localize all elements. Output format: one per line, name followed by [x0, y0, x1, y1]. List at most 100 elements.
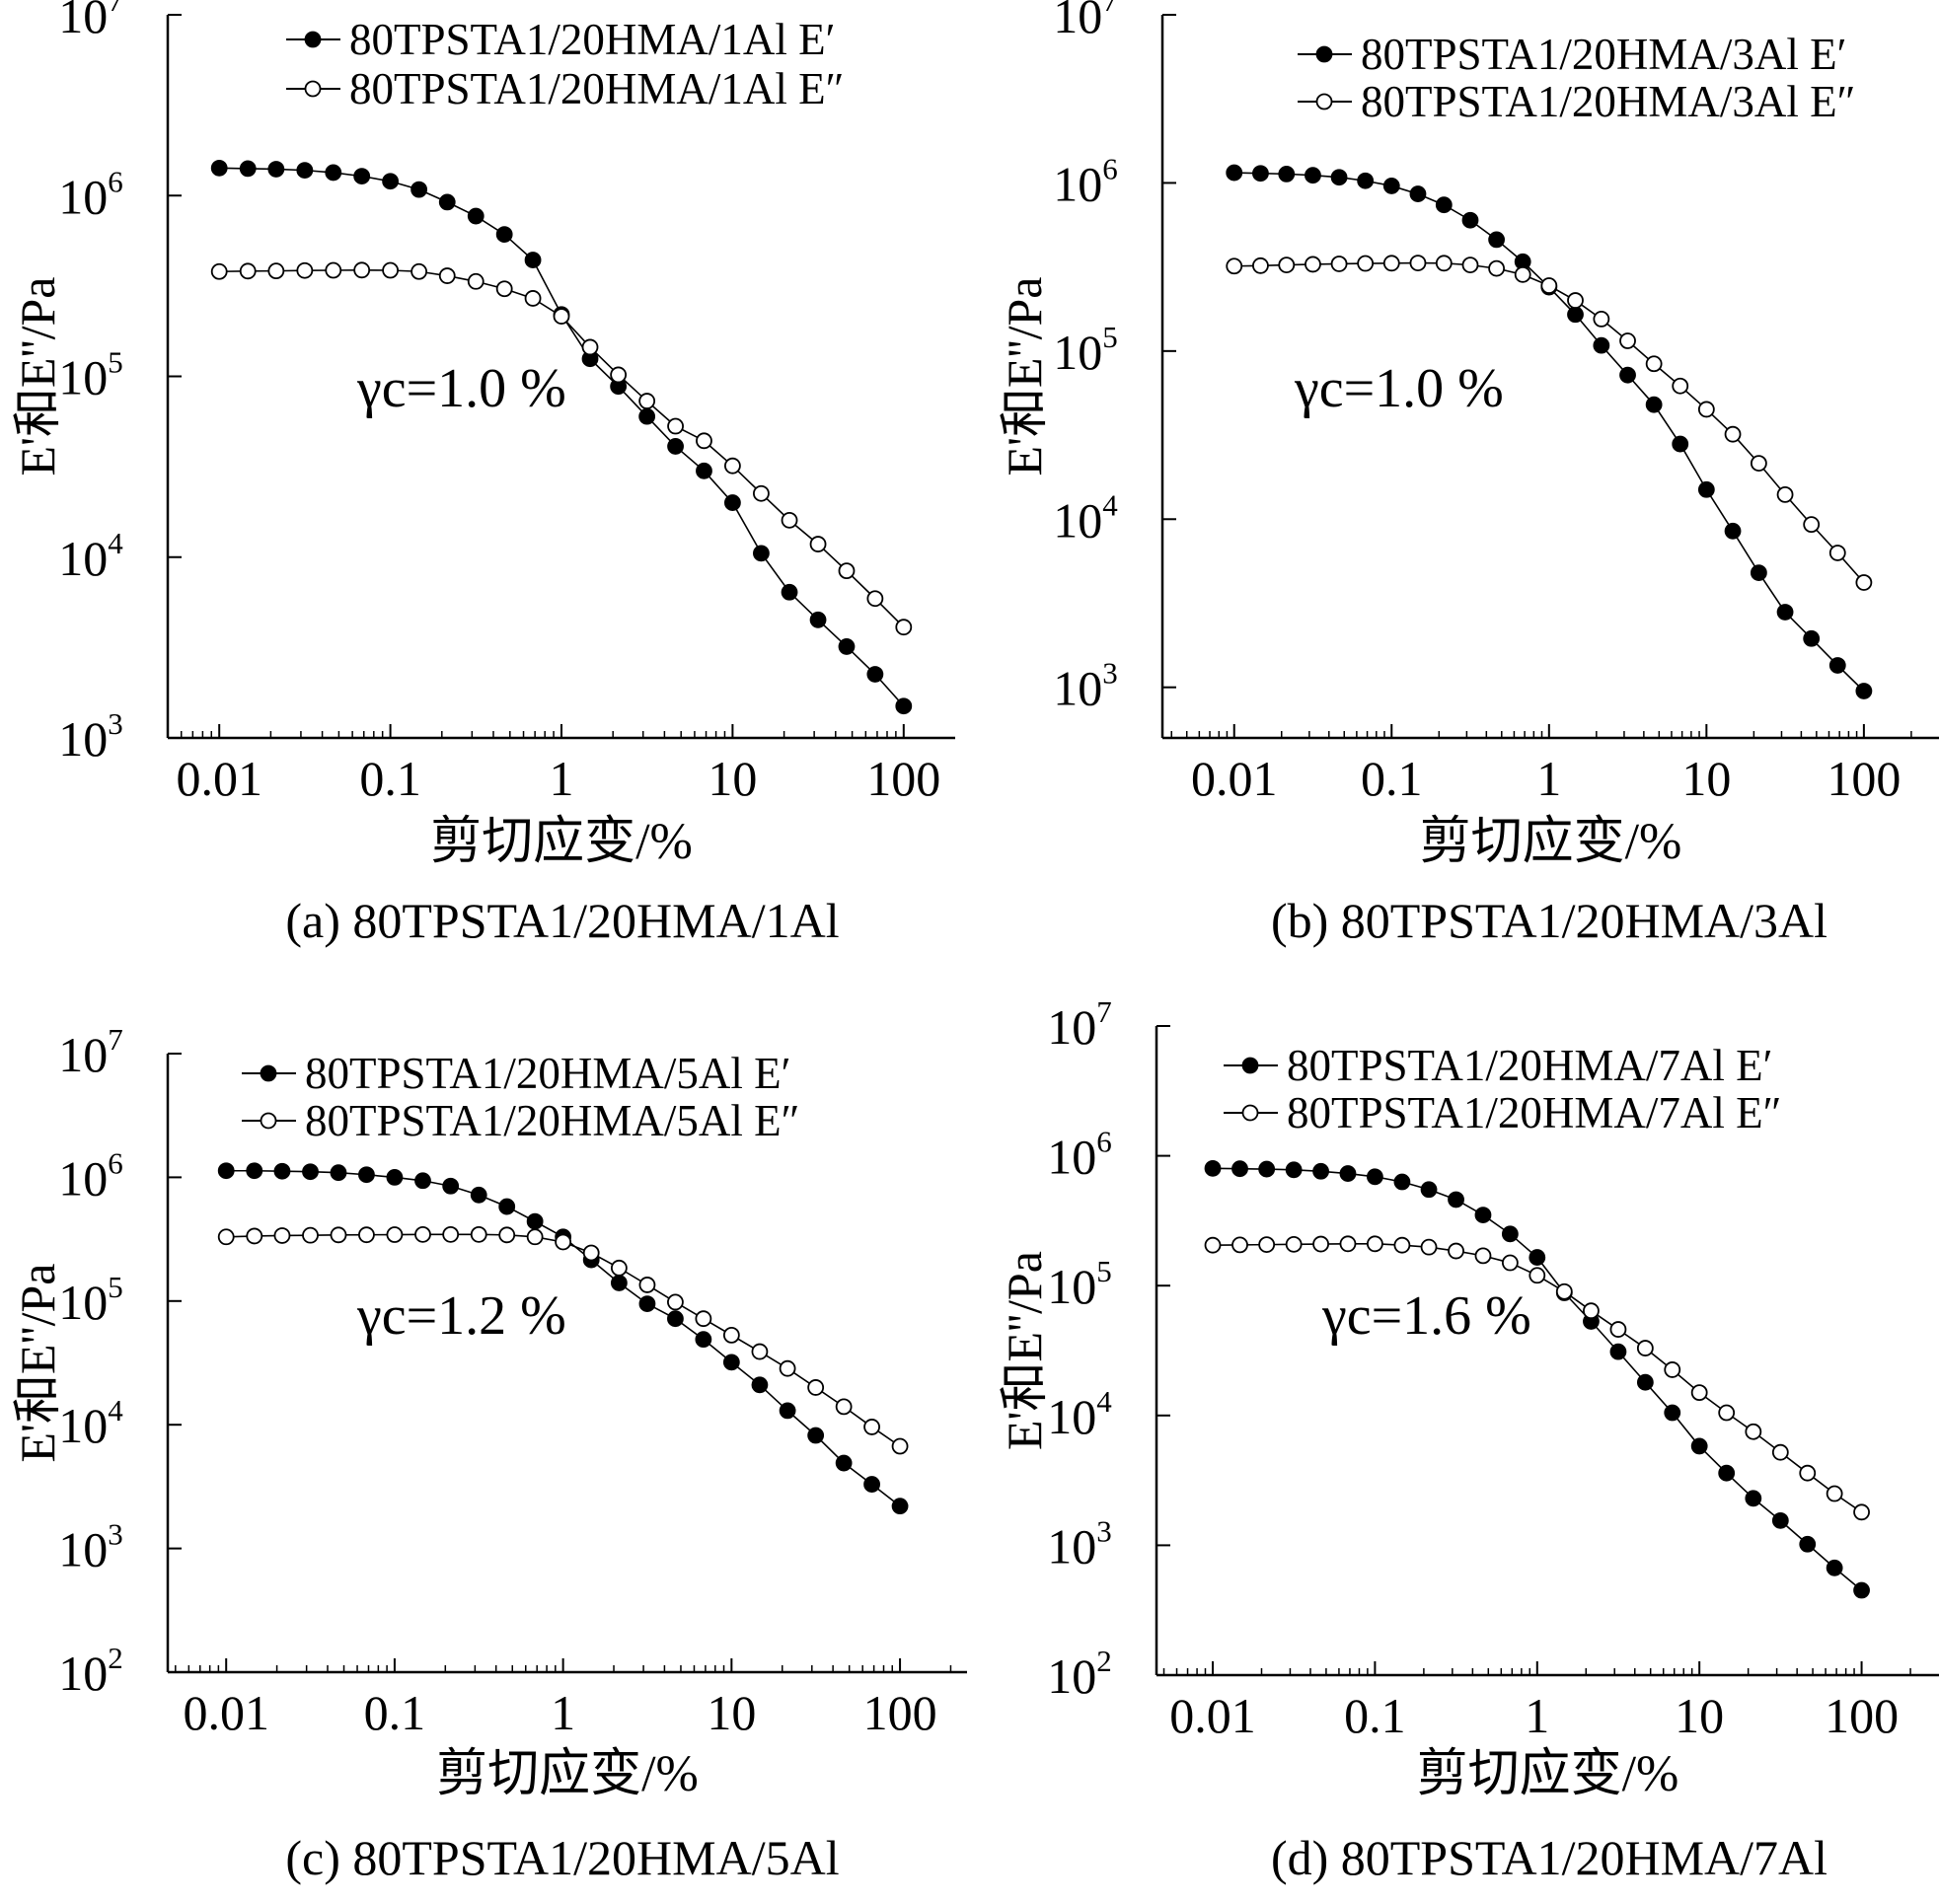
y-tick-base: 10	[58, 1522, 108, 1577]
data-point	[442, 1177, 460, 1195]
data-point	[410, 181, 428, 198]
data-point	[753, 545, 770, 562]
data-point	[1855, 574, 1873, 591]
y-tick-exponent: 4	[1096, 1384, 1112, 1419]
data-point	[1226, 257, 1243, 275]
data-point	[1448, 1191, 1464, 1208]
x-tick-label: 10	[707, 1685, 756, 1740]
series-line	[219, 167, 905, 707]
data-point	[1435, 196, 1453, 214]
series-line	[1212, 1167, 1863, 1591]
data-point	[1312, 1235, 1329, 1253]
y-tick-label: 105	[1053, 320, 1118, 380]
data-point	[1488, 259, 1506, 277]
y-tick-base: 10	[58, 350, 108, 405]
data-point	[353, 168, 371, 185]
data-point	[1226, 164, 1243, 182]
y-tick-exponent: 4	[108, 526, 123, 560]
data-point	[695, 1310, 712, 1328]
data-point	[1278, 256, 1296, 274]
y-tick-exponent: 5	[1102, 320, 1118, 354]
data-point	[638, 1295, 656, 1312]
data-point	[1853, 1503, 1870, 1521]
data-point	[1555, 1282, 1573, 1300]
legend-marker	[1315, 45, 1333, 63]
series-line	[1213, 1242, 1863, 1513]
x-tick-label: 0.01	[176, 751, 262, 806]
data-point	[1826, 1559, 1843, 1576]
y-tick-label: 106	[58, 164, 123, 224]
data-point	[696, 432, 712, 450]
data-point	[1339, 1165, 1357, 1182]
data-point	[358, 1226, 375, 1244]
data-point	[1339, 1235, 1357, 1253]
data-point	[302, 1226, 319, 1244]
data-point	[1828, 657, 1846, 674]
legend-label: 80TPSTA1/20HMA/7Al E″	[1287, 1088, 1781, 1137]
series-line	[1233, 261, 1865, 584]
data-point	[1330, 169, 1348, 186]
y-tick-label: 105	[1047, 1254, 1112, 1314]
data-point	[1529, 1267, 1546, 1284]
data-point	[1636, 1373, 1654, 1391]
panel-caption: (a) 80TPSTA1/20HMA/1Al	[285, 893, 839, 948]
data-point	[442, 1225, 460, 1243]
data-point	[1258, 1160, 1276, 1178]
data-point	[1567, 306, 1584, 324]
data-point	[414, 1172, 431, 1190]
x-tick-label: 10	[708, 751, 757, 806]
data-point	[296, 162, 314, 180]
data-point	[638, 393, 656, 409]
data-point	[524, 290, 542, 307]
data-point	[1776, 485, 1794, 503]
data-point	[891, 1498, 909, 1515]
data-point	[1697, 401, 1715, 418]
data-point	[386, 1169, 404, 1186]
data-point	[1645, 396, 1663, 413]
data-point	[809, 611, 827, 628]
data-point	[667, 417, 684, 435]
x-tick-label: 0.1	[1344, 1688, 1406, 1743]
y-tick-exponent: 3	[1102, 656, 1118, 691]
y-tick-base: 10	[58, 1646, 108, 1701]
data-point	[1619, 332, 1636, 349]
data-point	[382, 261, 399, 279]
data-point	[246, 1227, 263, 1245]
data-point	[1724, 425, 1742, 443]
data-point	[1409, 185, 1427, 202]
y-axis-label: E'和E''/Pa	[10, 1263, 65, 1462]
panel-caption: (d) 80TPSTA1/20HMA/7Al	[1271, 1830, 1827, 1885]
data-point	[722, 1354, 740, 1371]
panel-c: 0.01 0.1 1 10 100102103104105106107剪切应变/%E'和…	[10, 1022, 967, 1885]
data-point	[582, 1244, 600, 1262]
y-tick-label: 103	[58, 1517, 123, 1577]
data-point	[1609, 1321, 1627, 1338]
data-point	[273, 1227, 291, 1244]
data-point	[1461, 256, 1479, 274]
data-point	[1776, 604, 1794, 621]
y-tick-exponent: 6	[108, 1145, 123, 1180]
y-tick-exponent: 2	[1096, 1644, 1112, 1678]
data-point	[410, 262, 428, 280]
data-point	[667, 1293, 684, 1311]
x-tick-label: 1	[1536, 751, 1561, 806]
legend-label: 80TPSTA1/20HMA/3Al E′	[1361, 30, 1847, 79]
data-point	[358, 1166, 375, 1184]
data-point	[353, 261, 371, 279]
series-loss-modulus	[210, 261, 913, 636]
data-point	[267, 262, 285, 280]
data-point	[1420, 1238, 1438, 1256]
y-tick-exponent: 6	[108, 164, 123, 198]
data-point	[863, 1476, 880, 1493]
data-point	[1803, 629, 1821, 647]
data-point	[1826, 1485, 1843, 1502]
data-point	[1278, 165, 1296, 183]
panel-a: 0.01 0.1 1 10 100103104105106107剪切应变/%E'和E''…	[10, 0, 955, 948]
data-point	[866, 666, 884, 683]
data-point	[302, 1163, 319, 1181]
panel-b: 0.01 0.1 1 10 100103104105106107剪切应变/%E'和E''…	[997, 0, 1939, 948]
data-point	[1799, 1535, 1817, 1553]
data-point	[781, 583, 798, 601]
data-point	[835, 1398, 853, 1416]
